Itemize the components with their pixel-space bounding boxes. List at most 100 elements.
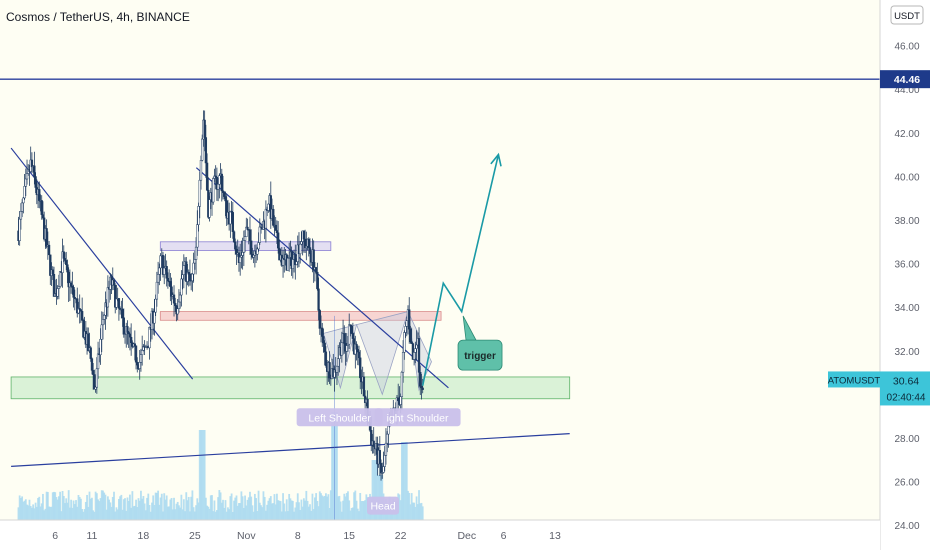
candle-body (18, 218, 21, 241)
candle-body (174, 302, 177, 306)
candle-body (45, 228, 48, 247)
volume-bar (213, 500, 216, 520)
candle-body (47, 244, 51, 256)
volume-bar (277, 500, 280, 520)
volume-bar (231, 511, 234, 520)
candle-body (383, 455, 386, 467)
candle-body (169, 281, 172, 288)
volume-bar (55, 497, 58, 520)
candle-body (57, 286, 61, 289)
volume-bar (100, 490, 103, 520)
volume-bar (40, 503, 43, 520)
candle-body (134, 345, 138, 363)
volume-bar (20, 498, 22, 520)
volume-bar (178, 505, 180, 520)
volume-bar (262, 491, 265, 520)
volume-bar (106, 496, 109, 520)
volume-bar (398, 494, 401, 520)
volume-bar (53, 491, 55, 520)
right-shoulder-label-bg[interactable] (374, 408, 461, 427)
candle-body (212, 178, 215, 203)
x-tick-label: Nov (237, 530, 256, 542)
candle-body (188, 273, 192, 282)
volume-bar (278, 500, 281, 520)
volume-bar (342, 500, 344, 520)
volume-bar (185, 492, 188, 520)
volume-bar (212, 511, 215, 520)
candle-body (419, 372, 422, 387)
candle-body (408, 309, 411, 330)
volume-bar (32, 504, 35, 520)
volume-bar (148, 504, 151, 520)
volume-bar (245, 505, 248, 520)
candle-body (223, 192, 226, 197)
candle-body (92, 370, 95, 375)
volume-bar (234, 497, 237, 520)
volume-bar (197, 502, 200, 520)
volume-bar (83, 509, 86, 520)
volume-bar (299, 509, 302, 520)
volume-bar (65, 498, 68, 520)
volume-bar (93, 511, 96, 520)
y-tick-label: 34.00 (894, 303, 919, 314)
candle-body (155, 281, 159, 300)
candle-body (384, 442, 388, 456)
candle-body (117, 298, 121, 309)
volume-bar (187, 496, 190, 520)
candle-body (78, 308, 81, 310)
volume-bar (365, 494, 368, 520)
volume-bar (17, 507, 20, 520)
ascending-trendline[interactable] (11, 433, 570, 467)
candle-body (295, 261, 298, 265)
volume-bar (130, 507, 133, 520)
candles-layer (17, 110, 424, 481)
volume-bar (191, 490, 194, 520)
upper-zone (159, 241, 332, 251)
y-tick-label: 46.00 (894, 42, 919, 53)
candle-body (322, 336, 325, 344)
volume-bar (186, 500, 189, 520)
candle-body (40, 200, 43, 215)
volume-bar (138, 500, 141, 520)
candle-body (421, 387, 424, 390)
volume-bar (328, 507, 331, 520)
candle-body (216, 183, 220, 190)
head-label-bg[interactable] (367, 496, 400, 515)
volume-bar (269, 496, 272, 520)
candle-body (241, 252, 244, 256)
candle-body (316, 271, 319, 290)
candle-body (248, 229, 252, 242)
volume-bar (240, 491, 243, 520)
descending-trendline-left[interactable] (10, 147, 194, 380)
left-shoulder-label-bg[interactable] (296, 408, 383, 427)
candle-body (335, 365, 339, 373)
descending-trendline-right[interactable] (195, 167, 449, 389)
volume-bar (81, 509, 84, 520)
volume-bar (289, 498, 292, 520)
currency-badge[interactable] (890, 5, 924, 25)
volume-bar (351, 507, 354, 520)
candle-body (41, 214, 45, 219)
candle-body (350, 325, 353, 334)
candle-body (51, 269, 54, 275)
countdown-label: 02:40:44 (887, 392, 926, 403)
volume-bar (300, 499, 303, 520)
projection-path[interactable] (421, 154, 500, 386)
trigger-box[interactable] (457, 339, 503, 371)
volume-bar (345, 492, 348, 520)
candle-body (318, 310, 321, 329)
volume-bar (38, 496, 41, 520)
volume-bar (223, 507, 226, 520)
volume-bar (62, 495, 65, 520)
candle-body (204, 137, 208, 164)
candle-body (126, 326, 129, 333)
candle-body (196, 224, 199, 248)
candle-body (359, 357, 362, 379)
projection-arrowhead (490, 152, 502, 167)
volume-bar (354, 490, 357, 520)
volume-bar (246, 499, 249, 520)
symbol-tag[interactable] (828, 371, 880, 388)
candle-body (103, 315, 106, 320)
